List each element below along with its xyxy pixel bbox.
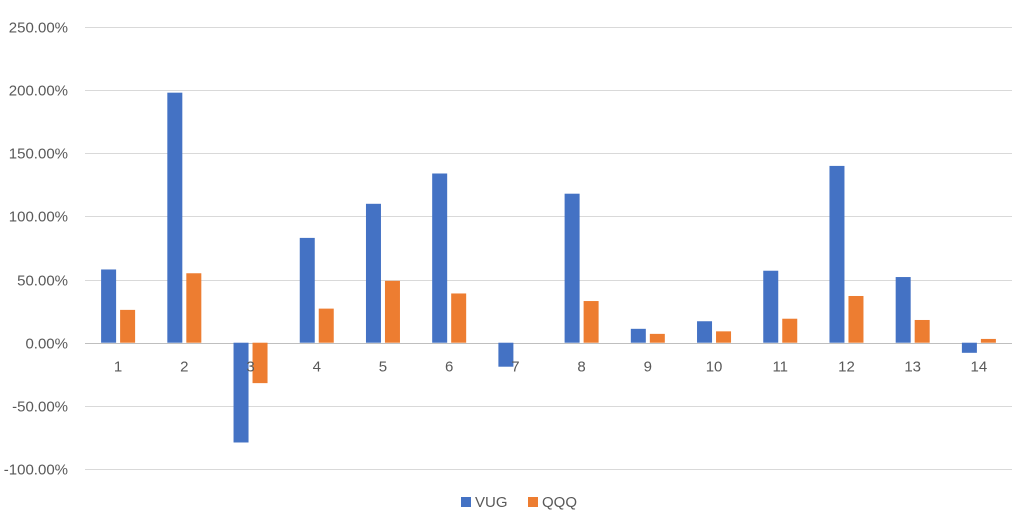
legend-label: QQQ: [542, 494, 577, 511]
bar-vug: [763, 270, 779, 343]
x-tick-label: 12: [838, 359, 855, 376]
bar-qqq: [782, 318, 798, 343]
y-tick-label: 50.00%: [17, 273, 68, 290]
bar-vug: [167, 92, 183, 343]
bar-vug: [233, 342, 249, 443]
legend-swatch-vug: [461, 497, 471, 507]
bar-qqq: [186, 273, 202, 343]
legend-swatch-qqq: [528, 497, 538, 507]
y-tick-label: 0.00%: [25, 336, 68, 353]
x-tick-label: 8: [577, 359, 585, 376]
bar-vug: [365, 203, 381, 343]
x-tick-label: 2: [180, 359, 188, 376]
bar-qqq: [451, 293, 467, 343]
bar-vug: [101, 269, 117, 343]
bar-vug: [564, 193, 580, 343]
legend: VUG QQQ: [461, 494, 577, 511]
y-tick-label: -50.00%: [12, 399, 68, 416]
bar-qqq: [848, 295, 864, 343]
bar-qqq: [649, 333, 665, 343]
y-tick-label: 100.00%: [9, 209, 68, 226]
y-axis-tick-labels: -100.00% -50.00% 0.00% 50.00% 100.00% 150.00%…: [4, 20, 68, 479]
bar-vug: [498, 342, 514, 367]
x-tick-label: 5: [379, 359, 387, 376]
bar-qqq: [980, 338, 996, 343]
x-tick-label: 14: [971, 359, 988, 376]
x-tick-label: 7: [511, 359, 519, 376]
bar-qqq: [384, 280, 400, 343]
x-tick-label: 4: [313, 359, 321, 376]
bar-vug: [697, 321, 713, 343]
x-tick-label: 3: [246, 359, 254, 376]
bar-vug: [961, 342, 977, 353]
bar-qqq: [318, 308, 334, 343]
bar-vug: [895, 277, 911, 343]
x-tick-label: 13: [904, 359, 921, 376]
y-tick-label: -100.00%: [4, 462, 68, 479]
x-tick-label: 9: [644, 359, 652, 376]
x-tick-label: 1: [114, 359, 122, 376]
bar-vug: [432, 173, 448, 343]
bar-qqq: [120, 309, 136, 343]
gridlines: [85, 27, 1012, 470]
x-tick-label: 11: [772, 359, 788, 376]
x-tick-label: 6: [445, 359, 453, 376]
bar-vug: [829, 165, 845, 343]
bar-qqq: [914, 319, 930, 343]
bar-qqq: [716, 331, 732, 343]
bar-vug: [299, 237, 315, 343]
bars: [101, 92, 996, 443]
bar-qqq: [252, 342, 268, 384]
y-tick-label: 250.00%: [9, 20, 68, 37]
y-tick-label: 200.00%: [9, 83, 68, 100]
y-tick-label: 150.00%: [9, 146, 68, 163]
bar-vug: [630, 328, 646, 343]
bar-qqq: [583, 301, 599, 343]
legend-label: VUG: [475, 494, 508, 511]
x-axis-tick-labels: 1 2 3 4 5 6 7 8 9 10 11 12 13 14: [114, 359, 987, 376]
x-tick-label: 10: [706, 359, 723, 376]
